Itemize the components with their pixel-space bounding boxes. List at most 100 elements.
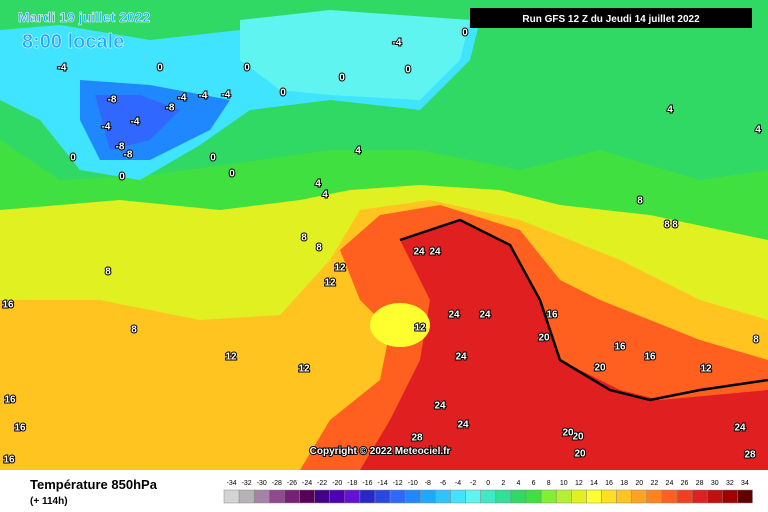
scale-swatch bbox=[329, 489, 346, 504]
color-scale: -34 -32 -30 -28 -26 -24 -22 -20 -18 -16 -14 -12 -10-… bbox=[223, 480, 753, 504]
scale-label: -32 bbox=[242, 480, 252, 487]
scale-label: -14 bbox=[377, 480, 387, 487]
contour-label: -8 bbox=[166, 103, 175, 114]
contour-label: 20 bbox=[538, 333, 550, 344]
scale-label: 6 bbox=[532, 480, 536, 487]
contour-label: 0 bbox=[157, 63, 163, 74]
scale-label: -8 bbox=[425, 480, 431, 487]
contour-label: 12 bbox=[700, 364, 712, 375]
scale-label: 26 bbox=[681, 480, 689, 487]
scale-swatch bbox=[722, 489, 738, 504]
contour-label: 4 bbox=[322, 190, 328, 201]
scale-swatch bbox=[646, 489, 663, 504]
scale-label: -28 bbox=[272, 480, 282, 487]
date: Mardi 19 juillet 2022 bbox=[18, 9, 150, 25]
scale-label: 14 bbox=[590, 480, 598, 487]
contour-label: 24 bbox=[455, 352, 467, 363]
scale-swatch bbox=[676, 489, 693, 504]
coldest-zone bbox=[95, 95, 180, 150]
contour-label: 20 bbox=[574, 449, 586, 460]
legend-title: Température 850hPa bbox=[30, 477, 158, 492]
scale-swatch bbox=[661, 489, 678, 504]
contour-label: 24 bbox=[429, 247, 441, 258]
scale-label: -4 bbox=[455, 480, 461, 487]
scale-swatch bbox=[420, 489, 436, 504]
scale-label: 22 bbox=[650, 480, 658, 487]
contour-label: 20 bbox=[594, 363, 606, 374]
contour-label: 4 bbox=[667, 105, 673, 116]
scale-swatch bbox=[571, 489, 587, 504]
contour-label: 4 bbox=[755, 125, 761, 136]
scale-label: 10 bbox=[560, 480, 568, 487]
scale-label: 18 bbox=[620, 480, 628, 487]
contour-label: -4 bbox=[199, 91, 208, 102]
scale-swatch bbox=[631, 489, 648, 504]
scale-swatch bbox=[495, 489, 512, 504]
scale-label: 0 bbox=[486, 480, 490, 487]
scale-label: 4 bbox=[516, 480, 520, 487]
contour-label: 16 bbox=[644, 352, 656, 363]
contour-label: 12 bbox=[334, 263, 346, 274]
contour-label: 24 bbox=[434, 401, 446, 412]
scale-label: 34 bbox=[741, 480, 749, 487]
contour-label: 4 bbox=[355, 146, 361, 157]
cool-zone bbox=[240, 10, 470, 100]
contour-label: -4 bbox=[58, 63, 67, 74]
scale-swatch bbox=[616, 489, 632, 504]
scale-swatch bbox=[284, 489, 300, 504]
contour-label: 8 bbox=[637, 196, 643, 207]
scale-swatch bbox=[238, 489, 255, 504]
scale-label: -16 bbox=[362, 480, 372, 487]
contour-label: 8 bbox=[131, 325, 137, 336]
scale-swatch bbox=[314, 489, 330, 504]
contour-label: 0 bbox=[339, 73, 345, 84]
run-box bbox=[470, 8, 752, 28]
scale-swatch bbox=[269, 489, 285, 504]
contour-label: 16 bbox=[4, 395, 16, 406]
scale-label: 2 bbox=[501, 480, 505, 487]
contour-label: 20 bbox=[572, 432, 584, 443]
scale-swatch bbox=[404, 489, 421, 504]
scale-swatch bbox=[299, 489, 315, 504]
contour-label: -4 bbox=[178, 93, 187, 104]
scale-swatch bbox=[450, 489, 466, 504]
scale-swatch bbox=[435, 489, 451, 504]
scale-swatch bbox=[359, 489, 376, 504]
contour-label: 0 bbox=[229, 169, 235, 180]
contour-label: 0 bbox=[280, 88, 286, 99]
contour-label: 16 bbox=[3, 455, 15, 466]
scale-label: -24 bbox=[302, 480, 312, 487]
contour-label: 16 bbox=[14, 423, 26, 434]
scale-label: 30 bbox=[711, 480, 719, 487]
scale-label: -10 bbox=[408, 480, 418, 487]
scale-swatch bbox=[691, 489, 708, 504]
scale-label: -2 bbox=[470, 480, 476, 487]
contour-label: 24 bbox=[457, 420, 469, 431]
scale-label: -18 bbox=[347, 480, 357, 487]
contour-line bbox=[399, 218, 768, 402]
scale-label: 20 bbox=[635, 480, 643, 487]
time: 8:00 locale bbox=[22, 31, 124, 53]
scale-swatch bbox=[586, 489, 602, 504]
contour-label: 0 bbox=[405, 65, 411, 76]
contour-label: 8 bbox=[664, 220, 670, 231]
scale-swatch bbox=[465, 489, 481, 504]
contour-label: 24 bbox=[734, 423, 746, 434]
run-info: Run GFS 12 Z du Jeudi 14 juillet 2022 bbox=[522, 14, 700, 25]
contour-label: 16 bbox=[546, 310, 558, 321]
scale-label: -12 bbox=[393, 480, 403, 487]
scale-swatch bbox=[374, 489, 391, 504]
copyright: Copyright © 2022 Meteociel.fr bbox=[310, 446, 451, 457]
contour-label: 24 bbox=[413, 247, 425, 258]
scale-swatch bbox=[706, 489, 723, 504]
scale-swatch bbox=[510, 489, 527, 504]
contour-label: -8 bbox=[108, 95, 117, 106]
contour-label: 20 bbox=[562, 428, 574, 439]
scale-swatch bbox=[223, 489, 240, 504]
contour-label: 0 bbox=[462, 28, 468, 39]
contour-label: 8 bbox=[672, 220, 678, 231]
scale-label: -22 bbox=[317, 480, 327, 487]
contour-label: 12 bbox=[298, 364, 310, 375]
